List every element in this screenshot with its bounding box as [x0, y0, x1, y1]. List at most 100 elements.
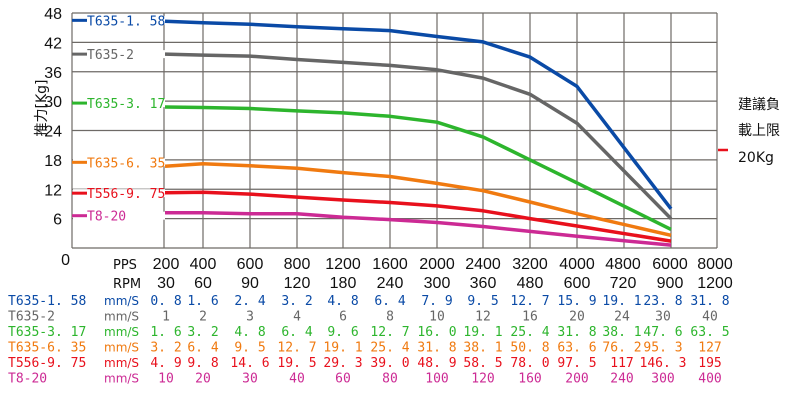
table-cell: 9. 5: [234, 341, 265, 356]
legend-bg: [73, 189, 165, 198]
legend-label: T635-2: [87, 48, 134, 63]
rpm-value: 180: [330, 275, 357, 292]
table-row-unit: mm/S: [104, 341, 139, 355]
table-row-name: T635-1. 58: [8, 294, 86, 309]
pps-value: 200: [153, 256, 180, 273]
pps-value: 400: [190, 256, 217, 273]
y-tick-label: 12: [44, 182, 62, 199]
y-axis-label: 推力[Kg]: [34, 80, 50, 137]
table-cell: 8: [386, 310, 394, 325]
table-row-unit: mm/S: [104, 294, 139, 308]
table-cell: 63. 5: [690, 325, 729, 340]
table-cell: 20: [195, 372, 211, 387]
rpm-value: 600: [564, 275, 591, 292]
table-cell: 3. 2: [281, 294, 312, 309]
table-cell: 19. 1: [323, 341, 362, 356]
series-lines: [164, 19, 673, 247]
load-limit-note: 建議負 載上限 20Kg: [718, 96, 780, 166]
pps-value: 6000: [652, 256, 688, 273]
pps-value: 1200: [325, 256, 361, 273]
y-tick-label: 24: [44, 124, 62, 141]
table-cell: 38. 1: [602, 325, 641, 340]
rpm-value: 900: [657, 275, 684, 292]
table-cell: 10: [429, 310, 445, 325]
pps-value: 600: [237, 256, 264, 273]
table-cell: 300: [651, 372, 674, 387]
table-cell: 2: [199, 310, 207, 325]
table-cell: 240: [610, 372, 633, 387]
rpm-value: 30: [157, 275, 175, 292]
rpm-label: RPM: [113, 277, 141, 292]
rpm-value: 60: [194, 275, 212, 292]
table-cell: 20: [569, 310, 585, 325]
table-cell: 30: [655, 310, 671, 325]
table-cell: 24: [614, 310, 630, 325]
note-line-1: 建議負: [738, 96, 780, 113]
table-cell: 4: [293, 310, 301, 325]
table-cell: 31. 8: [557, 325, 596, 340]
table-cell: 6. 4: [187, 341, 218, 356]
legend-bg: [73, 99, 165, 108]
y-tick-label: 42: [44, 35, 62, 52]
table-cell: 38. 1: [463, 341, 502, 356]
legend-label: T8-20: [87, 210, 126, 225]
table-cell: 58. 5: [463, 356, 502, 371]
series-line: [164, 52, 673, 220]
table-row-unit: mm/S: [104, 325, 139, 339]
table-cell: 40: [702, 310, 718, 325]
y-tick-label: 6: [53, 212, 62, 229]
x-axis-rows: PPS RPM 200 400 600 800 1200 1600 2000 2400 3200 40…: [113, 256, 733, 292]
rpm-value: 1200: [697, 275, 733, 292]
legend: T635-1. 58 T635-2 T635-3. 17 T635-6. 35 T556…: [72, 14, 165, 225]
table-cell: 80: [382, 372, 398, 387]
table-cell: 195: [698, 356, 721, 371]
table-cell: 40: [289, 372, 305, 387]
pps-label: PPS: [113, 258, 137, 273]
table-cell: 12. 7: [370, 325, 409, 340]
note-line-2: 載上限: [738, 123, 780, 139]
legend-bg: [73, 16, 165, 25]
table-row-name: T635-2: [8, 310, 55, 325]
table-cell: 19. 1: [463, 325, 502, 340]
series-line: [164, 105, 672, 231]
table-cell: 31. 8: [690, 294, 729, 309]
y-axis-ticks: 48 42 36 30 24 18 12 6 0: [44, 6, 70, 269]
rpm-value: 300: [424, 275, 451, 292]
rpm-value: 90: [241, 275, 259, 292]
table-cell: 200: [565, 372, 588, 387]
plot-grid: [71, 12, 718, 249]
legend-bg: [73, 211, 165, 220]
table-cell: 6: [339, 310, 347, 325]
table-cell: 47. 6: [643, 325, 682, 340]
table-cell: 29. 3: [323, 356, 362, 371]
table-cell: 160: [518, 372, 541, 387]
table-cell: 48. 9: [417, 356, 456, 371]
table-cell: 25. 4: [370, 341, 409, 356]
pps-value: 2400: [465, 256, 501, 273]
pps-value: 800: [284, 256, 311, 273]
table-cell: 12. 7: [277, 341, 316, 356]
rpm-value: 240: [377, 275, 404, 292]
y-tick-label: 36: [44, 65, 62, 82]
table-cell: 146. 3: [640, 356, 687, 371]
table-cell: 25. 4: [510, 325, 549, 340]
table-cell: 400: [698, 372, 721, 387]
table-cell: 31. 8: [417, 341, 456, 356]
table-cell: 9. 6: [327, 325, 358, 340]
table-cell: 76. 2: [602, 341, 641, 356]
rpm-value: 120: [284, 275, 311, 292]
note-line-3: 20Kg: [738, 150, 774, 166]
legend-label: T635-3. 17: [87, 97, 165, 112]
table-cell: 16. 0: [417, 325, 456, 340]
table-cell: 2. 4: [234, 294, 265, 309]
table-cell: 7. 9: [421, 294, 452, 309]
legend-bg: [73, 158, 165, 167]
y-tick-label: 0: [61, 252, 70, 269]
table-cell: 63. 6: [557, 341, 596, 356]
y-tick-label: 30: [44, 94, 62, 111]
table-cell: 3. 2: [150, 341, 181, 356]
series-line: [164, 162, 672, 238]
rpm-value: 480: [517, 275, 544, 292]
speed-table: T635-1. 58 mm/S 0. 8 1. 6 2. 4 3. 2 4. 8 6. 4 7.…: [8, 294, 730, 387]
